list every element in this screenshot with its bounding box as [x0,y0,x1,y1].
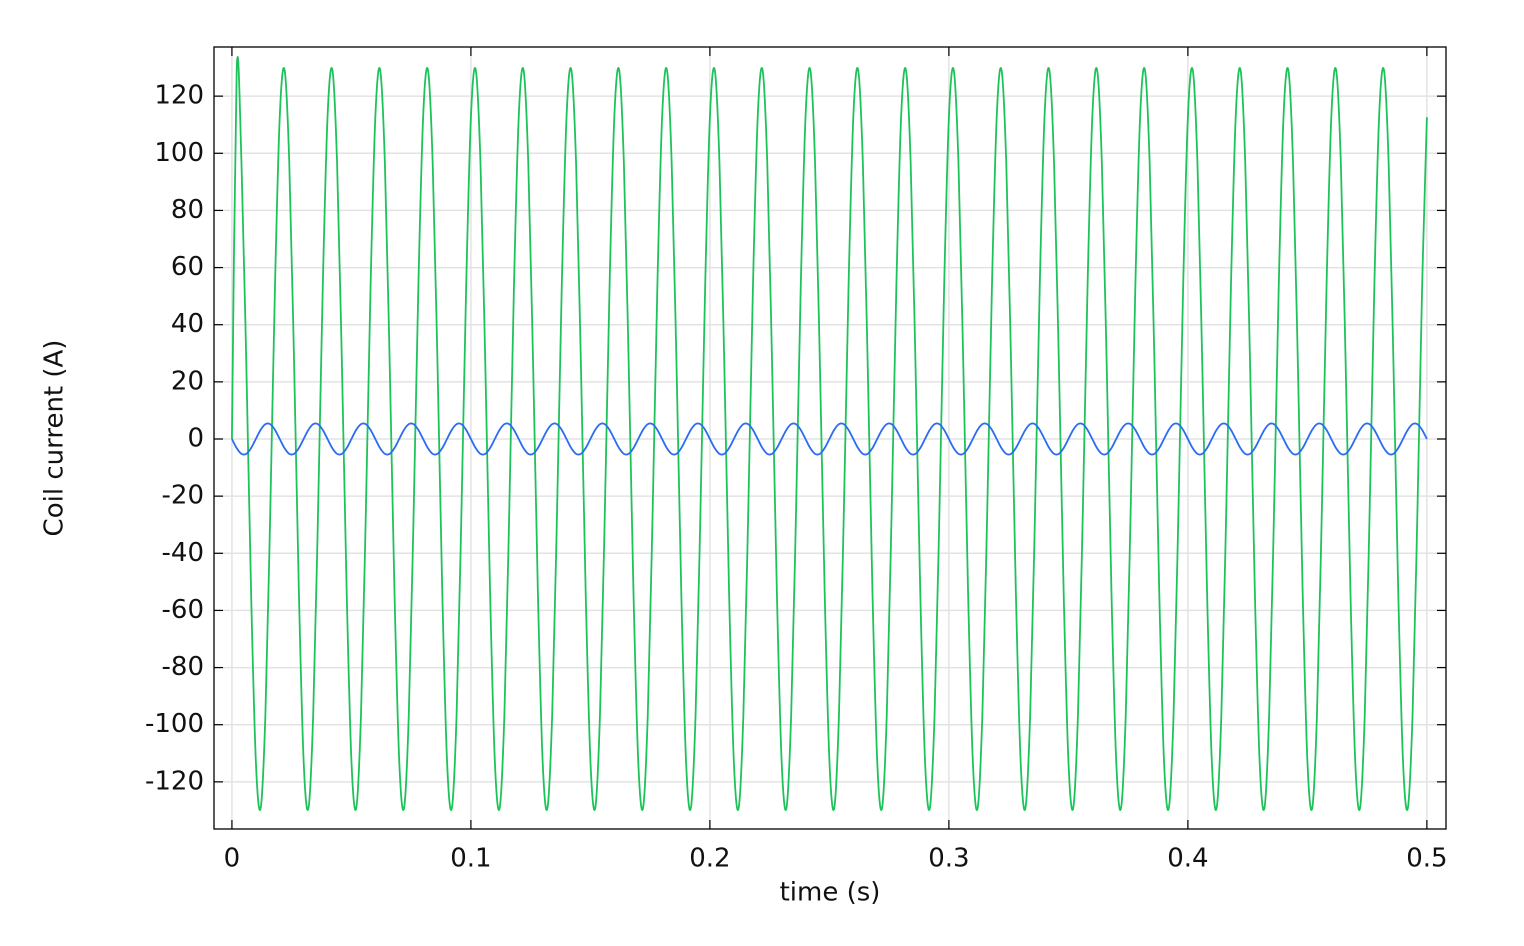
y-tick-label: -80 [162,652,204,682]
series-line [231,56,1428,811]
plot-frame [213,46,1447,830]
y-tick-label: 40 [171,309,204,339]
x-tick-label: 0.4 [1167,844,1208,874]
x-tick-label: 0.1 [450,844,491,874]
y-tick-label: -100 [145,709,204,739]
x-tick-label: 0.3 [928,844,969,874]
y-axis-label: Coil current (A) [40,340,70,537]
y-tick-label: -60 [162,595,204,625]
y-tick-label: -40 [162,538,204,568]
series-line [231,422,1428,456]
y-tick-label: -120 [145,766,204,796]
y-tick-label: 20 [171,366,204,396]
y-tick-label: 0 [187,424,204,454]
x-axis-label: time (s) [780,878,881,908]
y-tick-label: 120 [154,81,204,111]
y-tick-label: -20 [162,481,204,511]
ticks [214,47,1446,829]
x-tick-label: 0 [224,844,241,874]
y-tick-label: 60 [171,252,204,282]
x-tick-label: 0.2 [689,844,730,874]
x-tick-label: 0.5 [1406,844,1447,874]
y-tick-label: 80 [171,195,204,225]
y-tick-label: 100 [154,138,204,168]
